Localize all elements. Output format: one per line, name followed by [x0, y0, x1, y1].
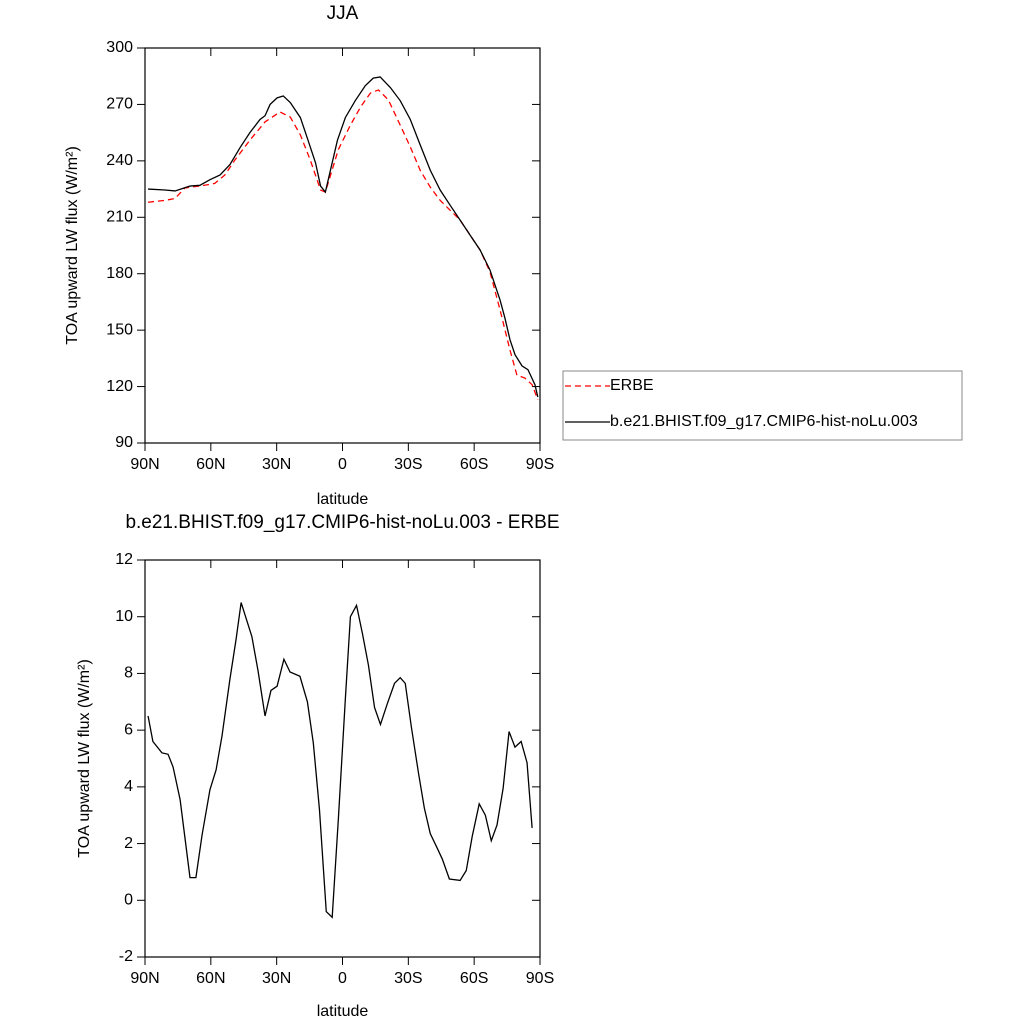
x-tick-label: 60S [460, 970, 488, 987]
data-line [147, 89, 539, 400]
legend-label: ERBE [610, 377, 654, 394]
y-tick-label: 240 [106, 152, 133, 169]
plot-frame [144, 47, 541, 444]
y-tick-label: 8 [124, 665, 133, 682]
y-tick-label: 0 [124, 892, 133, 909]
y-tick-label: 2 [124, 835, 133, 852]
x-tick-label: 30S [394, 456, 422, 473]
chart-title: b.e21.BHIST.f09_g17.CMIP6-hist-noLu.003 … [125, 512, 559, 533]
y-tick-label: 4 [124, 778, 133, 795]
y-axis-label: TOA upward LW flux (W/m²) [76, 659, 93, 858]
x-tick-label: 90S [526, 456, 554, 473]
x-tick-label: 30N [262, 456, 291, 473]
x-axis-label: latitude [317, 1003, 369, 1020]
x-tick-label: 30N [262, 970, 291, 987]
y-tick-label: 90 [115, 434, 133, 451]
x-tick-label: 90S [526, 970, 554, 987]
y-axis-label: TOA upward LW flux (W/m²) [64, 146, 81, 345]
y-tick-label: -2 [119, 948, 133, 965]
y-tick-label: 150 [106, 321, 133, 338]
y-tick-label: 300 [106, 39, 133, 56]
legend-label: b.e21.BHIST.f09_g17.CMIP6-hist-noLu.003 [610, 413, 918, 430]
y-tick-label: 10 [115, 608, 133, 625]
y-tick-label: 210 [106, 209, 133, 226]
y-tick-label: 180 [106, 265, 133, 282]
y-tick-label: 12 [115, 551, 133, 568]
x-tick-label: 90N [130, 970, 159, 987]
data-line [147, 602, 533, 919]
x-tick-label: 30S [394, 970, 422, 987]
x-tick-label: 60N [196, 456, 225, 473]
chart-title: JJA [327, 3, 359, 24]
x-tick-label: 90N [130, 456, 159, 473]
x-tick-label: 0 [338, 970, 347, 987]
y-tick-label: 120 [106, 378, 133, 395]
x-tick-label: 0 [338, 456, 347, 473]
plot-frame [144, 559, 541, 958]
y-tick-label: 6 [124, 721, 133, 738]
legend-box [562, 370, 963, 441]
y-tick-label: 270 [106, 96, 133, 113]
x-tick-label: 60N [196, 970, 225, 987]
x-tick-label: 60S [460, 456, 488, 473]
data-line [148, 76, 539, 398]
x-axis-label: latitude [317, 491, 369, 508]
